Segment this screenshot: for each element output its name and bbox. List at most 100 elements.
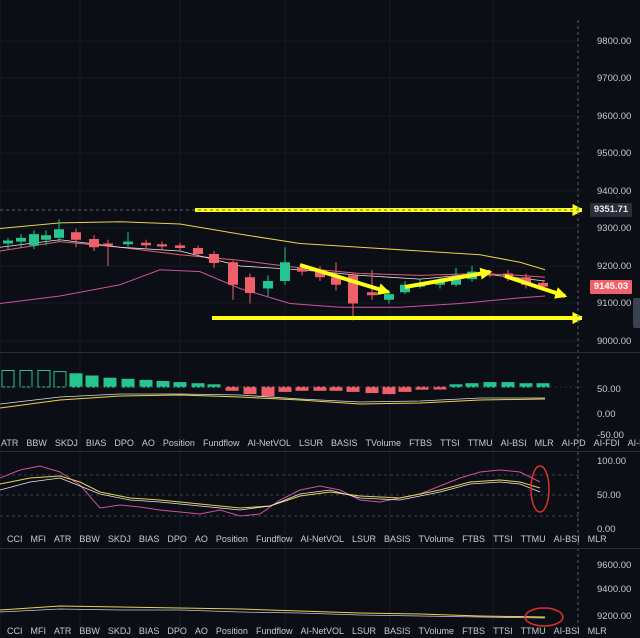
- macd-bar: [382, 386, 396, 395]
- indicator-tab-tvolume[interactable]: TVolume: [365, 438, 402, 448]
- indicator-tab-bias[interactable]: BIAS: [85, 438, 107, 448]
- indicator-tab-ai-bsi[interactable]: AI-BSI: [500, 438, 527, 448]
- indicator-tab-ttmu[interactable]: TTMU: [467, 438, 493, 448]
- rsi-tick: 100.00: [597, 456, 627, 467]
- indicator-tab-mlr[interactable]: MLR: [587, 626, 607, 636]
- bottom-lines: [0, 605, 546, 619]
- lower-band: [0, 269, 546, 308]
- bottom-tick: 9200.00: [597, 611, 632, 622]
- indicator-tab-ao[interactable]: AO: [141, 438, 155, 448]
- indicator-tab-skdj[interactable]: SKDJ: [107, 534, 131, 544]
- price-tick: 9400.00: [597, 186, 632, 197]
- bottom-line-white: [0, 608, 546, 619]
- indicator-tab-basis[interactable]: BASIS: [384, 534, 411, 544]
- indicator-tab-fundflow[interactable]: Fundflow: [202, 438, 240, 448]
- indicator-tab-skdj[interactable]: SKDJ: [54, 438, 78, 448]
- indicator-tab-position[interactable]: Position: [215, 534, 248, 544]
- indicator-tab-bias[interactable]: BIAS: [138, 534, 160, 544]
- indicator-tab-basis[interactable]: BASIS: [384, 626, 411, 636]
- indicator-tab-ai-netvol[interactable]: AI-NetVOL: [247, 438, 291, 448]
- indicator-tab-cci[interactable]: CCI: [7, 534, 23, 544]
- indicator-tab-fundflow[interactable]: Fundflow: [255, 534, 293, 544]
- side-panel-toggle[interactable]: [633, 298, 640, 328]
- indicator-tab-ftbs[interactable]: FTBS: [462, 534, 486, 544]
- macd-bar: [278, 386, 292, 392]
- indicator-tab-mlr[interactable]: MLR: [534, 438, 554, 448]
- rsi-tick: 0.00: [597, 524, 616, 535]
- indicator-tab-ai-pd[interactable]: AI-PD: [561, 438, 586, 448]
- macd-bar: [398, 386, 412, 392]
- indicator-tab-bbw[interactable]: BBW: [26, 438, 47, 448]
- indicator-tab-dpo[interactable]: DPO: [114, 438, 134, 448]
- indicator-tab-bias[interactable]: BIAS: [138, 626, 160, 636]
- price-tick: 9000.00: [597, 336, 632, 347]
- indicator-tab-ai-netvol[interactable]: AI-NetVOL: [300, 534, 344, 544]
- candle-body: [451, 277, 461, 285]
- indicator-tab-fundflow[interactable]: Fundflow: [255, 626, 293, 636]
- indicator-tab-atr[interactable]: ATR: [54, 534, 72, 544]
- candle-body: [175, 245, 185, 248]
- upper-band: [0, 221, 546, 271]
- indicator-tab-position[interactable]: Position: [162, 438, 195, 448]
- bottom-line-yellow: [0, 605, 546, 618]
- pane-divider[interactable]: [0, 548, 640, 549]
- indicator-tab-ai-bsi[interactable]: AI-BSI: [553, 534, 580, 544]
- indicator-tab-bbw[interactable]: BBW: [79, 626, 100, 636]
- indicator-tab-cci[interactable]: CCI: [7, 626, 23, 636]
- candle-body: [71, 232, 81, 240]
- candle-body: [315, 271, 325, 278]
- indicator-tab-atr[interactable]: ATR: [54, 626, 72, 636]
- indicator-tab-mfi[interactable]: MFI: [30, 626, 47, 636]
- indicator-tab-atr[interactable]: ATR: [1, 438, 19, 448]
- macd-line: [0, 393, 545, 405]
- bottom-highlight-ellipse: [524, 607, 564, 627]
- indicator-tabs-row-3: CCI MFI ATR BBW SKDJ BIAS DPO AO Position Fundflo…: [0, 624, 607, 638]
- indicator-tab-ftbs[interactable]: FTBS: [462, 626, 486, 636]
- candle-body: [400, 284, 410, 293]
- macd-bar: [121, 378, 135, 388]
- macd-bar: [483, 382, 497, 388]
- indicator-tab-ai-netvol[interactable]: AI-NetVOL: [300, 626, 344, 636]
- indicator-tab-ttsi[interactable]: TTSI: [440, 438, 460, 448]
- indicator-tab-dpo[interactable]: DPO: [167, 626, 187, 636]
- indicator-tab-lsur[interactable]: LSUR: [352, 534, 377, 544]
- indicator-tab-lsur[interactable]: LSUR: [299, 438, 324, 448]
- indicator-tab-ttsi[interactable]: TTSI: [493, 534, 513, 544]
- indicator-tab-lsur[interactable]: LSUR: [352, 626, 377, 636]
- indicator-tab-dpo[interactable]: DPO: [167, 534, 187, 544]
- indicator-tab-bbw[interactable]: BBW: [79, 534, 100, 544]
- indicator-tab-ai-fdi[interactable]: AI-FDI: [593, 438, 620, 448]
- pane-divider[interactable]: [0, 352, 640, 353]
- pane-divider[interactable]: [0, 451, 640, 452]
- indicator-tab-skdj[interactable]: SKDJ: [107, 626, 131, 636]
- trend-arrow-2: [404, 267, 493, 289]
- macd-bar: [261, 386, 275, 397]
- indicator-tab-ai-bsi[interactable]: AI-BSI: [553, 626, 580, 636]
- indicator-tab-ttmu[interactable]: TTMU: [520, 626, 546, 636]
- candle-body: [123, 241, 133, 245]
- indicator-tab-tvolume[interactable]: TVolume: [418, 534, 455, 544]
- indicator-tab-tvolume[interactable]: TVolume: [418, 626, 455, 636]
- indicator-tab-ftbs[interactable]: FTBS: [409, 438, 433, 448]
- macd-bar: [139, 379, 153, 388]
- candle-body: [228, 262, 238, 285]
- indicator-tab-ai-li[interactable]: AI-LI: [627, 438, 640, 448]
- macd-bar: [37, 370, 51, 388]
- candle-body: [193, 248, 203, 254]
- indicator-tab-basis[interactable]: BASIS: [331, 438, 358, 448]
- bottom-tick: 9400.00: [597, 584, 632, 595]
- candle-body: [245, 277, 255, 293]
- indicator-tab-position[interactable]: Position: [215, 626, 248, 636]
- candle-body: [384, 294, 394, 300]
- indicator-tab-ttmu[interactable]: TTMU: [520, 534, 546, 544]
- indicator-tab-ao[interactable]: AO: [194, 626, 208, 636]
- macd-tick: -50.00: [597, 430, 624, 441]
- price-tick: 9500.00: [597, 148, 632, 159]
- macd-bar: [243, 386, 257, 395]
- indicator-tab-ttsi[interactable]: TTSI: [493, 626, 513, 636]
- indicator-tab-mfi[interactable]: MFI: [30, 534, 47, 544]
- price-tick: 9300.00: [597, 223, 632, 234]
- indicator-tab-ao[interactable]: AO: [194, 534, 208, 544]
- indicator-tab-mlr[interactable]: MLR: [587, 534, 607, 544]
